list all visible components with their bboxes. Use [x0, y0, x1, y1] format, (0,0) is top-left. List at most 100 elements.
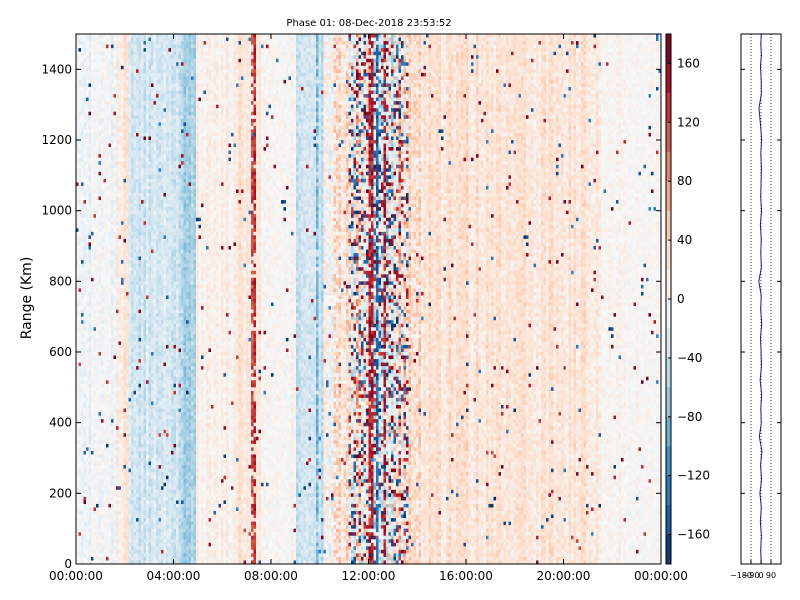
- heatmap-cell: [126, 341, 129, 346]
- heatmap-cell: [78, 44, 82, 49]
- heatmap-cell: [108, 122, 112, 127]
- heatmap-cell: [146, 415, 149, 420]
- heatmap-cell: [111, 309, 114, 314]
- heatmap-cell: [103, 48, 107, 53]
- heatmap-cell: [88, 94, 92, 98]
- heatmap-cell: [91, 366, 94, 371]
- heatmap-cell: [153, 161, 157, 166]
- heatmap-cell: [101, 295, 104, 300]
- heatmap-cell: [108, 90, 112, 95]
- heatmap-cell: [93, 203, 97, 208]
- heatmap-cell: [151, 228, 154, 233]
- heatmap-cell: [88, 366, 92, 371]
- heatmap-cell: [78, 500, 82, 505]
- heatmap-cell: [83, 535, 87, 540]
- heatmap-cell: [78, 171, 82, 176]
- heatmap-cell: [116, 111, 119, 116]
- heatmap-cell: [148, 115, 152, 120]
- heatmap-cell: [148, 348, 152, 353]
- heatmap-cell: [136, 535, 139, 540]
- heatmap-cell: [101, 175, 104, 180]
- heatmap-cell: [86, 200, 89, 204]
- heatmap-cell: [146, 518, 149, 522]
- heatmap-cell: [93, 397, 97, 402]
- heatmap-cell: [103, 224, 107, 229]
- heatmap-cell: [141, 313, 144, 318]
- heatmap-cell: [121, 253, 124, 257]
- heatmap-cell: [126, 496, 129, 501]
- heatmap-cell: [93, 207, 97, 212]
- heatmap-cell: [98, 366, 102, 371]
- heatmap-cell: [93, 157, 97, 162]
- heatmap-cell: [153, 472, 157, 477]
- heatmap-cell: [116, 447, 119, 452]
- heatmap-cell: [111, 87, 114, 91]
- heatmap-cell: [76, 242, 79, 247]
- heatmap-cell: [126, 376, 129, 381]
- heatmap-cell: [96, 69, 99, 74]
- heatmap-cell: [111, 503, 114, 508]
- heatmap-cell: [76, 359, 79, 363]
- heatmap-cell: [143, 532, 147, 537]
- heatmap-cell: [101, 397, 104, 402]
- heatmap-cell: [121, 157, 124, 162]
- heatmap-cell: [156, 316, 159, 321]
- heatmap-cell: [153, 44, 157, 49]
- heatmap-cell: [146, 136, 149, 141]
- heatmap-cell: [123, 532, 127, 537]
- heatmap-cell: [101, 111, 104, 116]
- heatmap-cell: [106, 415, 109, 420]
- heatmap-cell: [103, 397, 107, 402]
- heatmap-cell: [101, 401, 104, 406]
- heatmap-cell: [83, 108, 87, 113]
- heatmap-cell: [111, 306, 114, 310]
- heatmap-cell: [86, 482, 89, 487]
- heatmap-cell: [96, 472, 99, 477]
- heatmap-cell: [111, 355, 114, 360]
- heatmap-cell: [133, 246, 137, 250]
- heatmap-cell: [91, 108, 94, 113]
- heatmap-cell: [153, 288, 157, 293]
- heatmap-cell: [126, 323, 129, 328]
- heatmap-cell: [113, 408, 117, 413]
- heatmap-cell: [86, 454, 89, 459]
- heatmap-cell: [103, 79, 107, 84]
- heatmap-cell: [133, 553, 137, 558]
- heatmap-cell: [126, 560, 129, 565]
- heatmap-cell: [111, 475, 114, 480]
- heatmap-cell: [116, 556, 119, 561]
- heatmap-cell: [111, 344, 114, 349]
- heatmap-cell: [76, 323, 79, 328]
- heatmap-cell: [98, 313, 102, 318]
- heatmap-cell: [143, 108, 147, 113]
- heatmap-cell: [128, 352, 132, 356]
- heatmap-cell: [96, 436, 99, 441]
- heatmap-cell: [83, 320, 87, 325]
- heatmap-cell: [146, 405, 149, 409]
- heatmap-cell: [156, 55, 159, 60]
- heatmap-cell: [128, 337, 132, 342]
- heatmap-cell: [118, 228, 122, 233]
- heatmap-cell: [123, 196, 127, 201]
- heatmap-cell: [133, 306, 137, 310]
- heatmap-cell: [141, 246, 144, 250]
- heatmap-cell: [151, 94, 154, 98]
- heatmap-cell: [96, 150, 99, 155]
- heatmap-cell: [136, 249, 139, 254]
- heatmap-cell: [93, 249, 97, 254]
- heatmap-cell: [116, 228, 119, 233]
- heatmap-cell: [126, 334, 129, 339]
- heatmap-cell: [123, 200, 127, 204]
- heatmap-cell: [141, 511, 144, 515]
- heatmap-cell: [106, 115, 109, 120]
- heatmap-cell: [133, 147, 137, 151]
- heatmap-cell: [108, 44, 112, 49]
- heatmap-cell: [126, 405, 129, 409]
- heatmap-cell: [131, 62, 134, 67]
- heatmap-cell: [101, 458, 104, 462]
- heatmap-cell: [108, 277, 112, 282]
- heatmap-cell: [123, 111, 127, 116]
- heatmap-cell: [151, 344, 154, 349]
- heatmap-cell: [151, 235, 154, 240]
- heatmap-cell: [91, 482, 94, 487]
